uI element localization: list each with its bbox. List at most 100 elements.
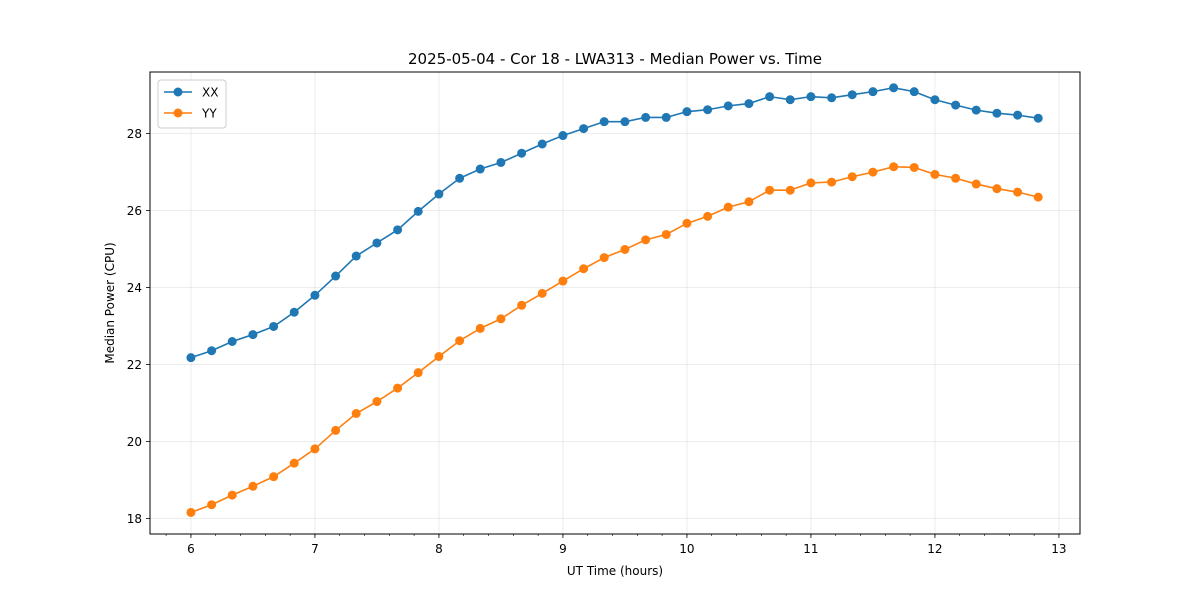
axes: 6 7 8 9 10 11 12 13 18 20 22 24 26 28 [127, 127, 1067, 556]
grid-lines [150, 72, 1080, 534]
data-point-xx [1013, 110, 1023, 120]
data-point-xx [351, 251, 361, 261]
data-point-yy [682, 218, 692, 228]
data-point-yy [475, 323, 485, 333]
data-point-yy [847, 172, 857, 182]
data-point-yy [971, 179, 981, 189]
data-point-yy [744, 197, 754, 207]
y-axis-label: Median Power (CPU) [103, 242, 117, 363]
data-point-xx [599, 117, 609, 127]
data-point-xx [517, 148, 527, 158]
data-point-yy [1013, 187, 1023, 197]
data-point-yy [620, 244, 630, 254]
data-point-yy [413, 368, 423, 378]
data-point-yy [661, 229, 671, 239]
series-xx [186, 83, 1043, 363]
data-point-xx [682, 107, 692, 117]
data-point-yy [806, 178, 816, 188]
data-point-yy [227, 490, 237, 500]
chart-title: 2025-05-04 - Cor 18 - LWA313 - Median Po… [408, 50, 822, 68]
x-tick-label: 8 [435, 542, 443, 556]
data-point-xx [289, 307, 299, 317]
legend-marker-xx [173, 87, 183, 97]
data-point-yy [331, 425, 341, 435]
data-point-yy [827, 177, 837, 187]
data-point-xx [1033, 113, 1043, 123]
data-point-xx [455, 173, 465, 183]
data-point-xx [703, 105, 713, 115]
data-point-xx [909, 87, 919, 97]
x-axis-label: UT Time (hours) [567, 564, 663, 578]
data-point-xx [413, 206, 423, 216]
y-tick-label: 24 [127, 281, 142, 295]
legend: XX YY [157, 79, 227, 129]
data-series [186, 83, 1043, 517]
data-point-xx [579, 124, 589, 134]
data-point-yy [496, 314, 506, 324]
data-point-xx [868, 87, 878, 97]
data-point-xx [558, 131, 568, 141]
data-point-yy [537, 288, 547, 298]
data-point-yy [785, 185, 795, 195]
data-point-yy [351, 408, 361, 418]
data-point-yy [186, 507, 196, 517]
data-point-yy [723, 202, 733, 212]
data-point-xx [434, 189, 444, 199]
data-point-yy [393, 383, 403, 393]
data-point-yy [889, 162, 899, 172]
x-tick-label: 6 [187, 542, 195, 556]
data-point-xx [827, 93, 837, 103]
data-point-yy [289, 458, 299, 468]
data-point-xx [806, 92, 816, 102]
data-point-yy [207, 500, 217, 510]
data-point-xx [207, 346, 217, 356]
x-tick-label: 13 [1051, 542, 1066, 556]
data-point-xx [331, 271, 341, 281]
data-point-xx [620, 117, 630, 127]
data-point-yy [641, 235, 651, 245]
data-point-xx [951, 100, 961, 110]
data-point-yy [599, 253, 609, 263]
data-point-xx [847, 90, 857, 100]
data-point-yy [909, 162, 919, 172]
y-tick-label: 18 [127, 512, 142, 526]
data-point-xx [641, 112, 651, 122]
data-point-yy [1033, 192, 1043, 202]
data-point-yy [992, 184, 1002, 194]
x-tick-label: 9 [559, 542, 567, 556]
data-point-xx [269, 321, 279, 331]
data-point-xx [186, 353, 196, 363]
data-point-xx [992, 108, 1002, 118]
data-point-yy [930, 169, 940, 179]
data-point-xx [661, 112, 671, 122]
data-point-xx [248, 330, 258, 340]
data-point-xx [496, 157, 506, 167]
y-tick-label: 20 [127, 435, 142, 449]
data-point-yy [372, 397, 382, 407]
data-point-yy [248, 481, 258, 491]
data-point-yy [951, 173, 961, 183]
x-tick-label: 11 [803, 542, 818, 556]
y-tick-label: 28 [127, 127, 142, 141]
x-tick-label: 12 [927, 542, 942, 556]
data-point-xx [372, 238, 382, 248]
data-point-yy [455, 336, 465, 346]
data-point-yy [579, 264, 589, 274]
data-point-xx [475, 164, 485, 174]
y-tick-label: 22 [127, 358, 142, 372]
data-point-yy [703, 211, 713, 221]
series-yy [186, 162, 1043, 517]
data-point-yy [269, 472, 279, 482]
data-point-yy [434, 352, 444, 362]
data-point-yy [868, 167, 878, 177]
data-point-xx [744, 99, 754, 109]
data-point-xx [537, 139, 547, 149]
data-point-xx [930, 95, 940, 105]
data-point-xx [765, 92, 775, 102]
y-tick-label: 26 [127, 204, 142, 218]
legend-marker-yy [173, 108, 183, 118]
data-point-xx [971, 105, 981, 115]
data-point-xx [785, 95, 795, 105]
legend-label-xx: XX [202, 86, 218, 100]
